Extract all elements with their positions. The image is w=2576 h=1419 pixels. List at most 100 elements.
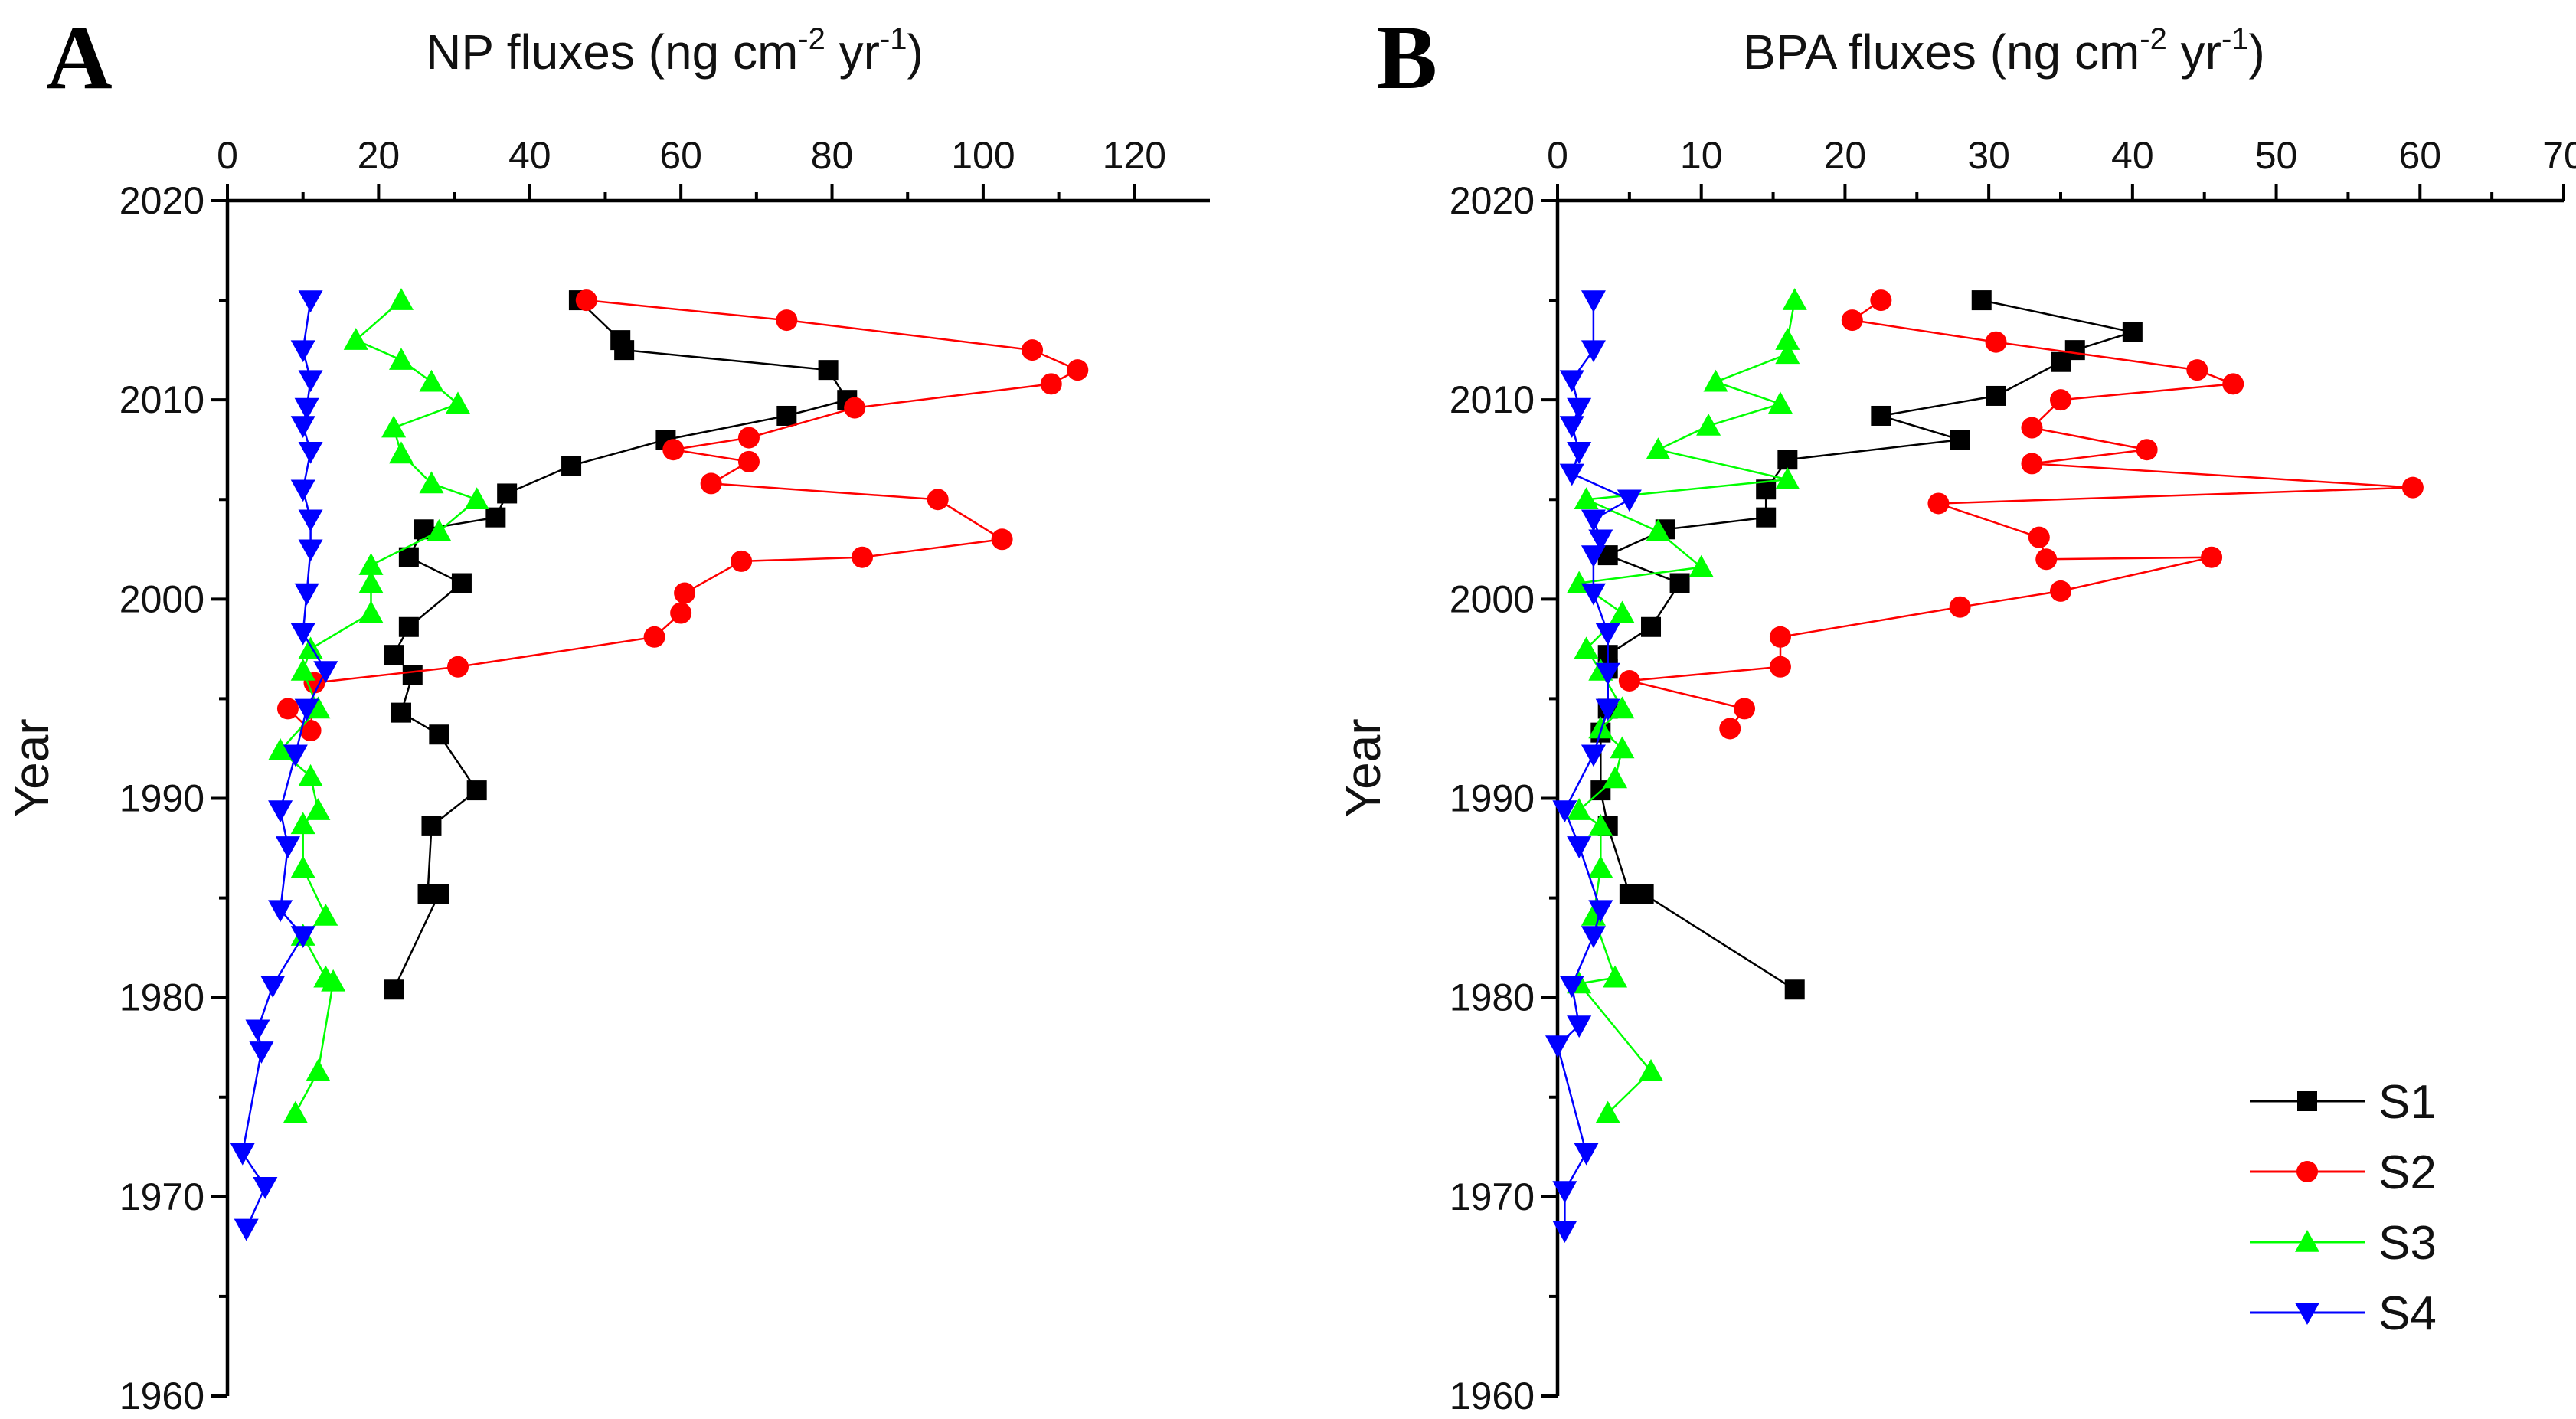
data-point xyxy=(388,348,414,370)
data-point xyxy=(614,340,635,361)
data-point xyxy=(2186,359,2208,381)
y-tick-label: 1960 xyxy=(1450,1375,1535,1417)
panel-a: A NP fluxes (ng cm-2 yr-1) Year 0 20 40 60 8… xyxy=(4,6,1210,1417)
data-point xyxy=(1022,339,1044,361)
data-point xyxy=(290,658,315,681)
data-point xyxy=(1767,391,1793,414)
data-point xyxy=(2028,526,2050,548)
y-tick-label: 2000 xyxy=(119,577,204,620)
data-point xyxy=(451,573,472,593)
legend-marker xyxy=(2295,1230,2319,1252)
data-point xyxy=(1669,573,1690,593)
data-point xyxy=(1559,370,1584,393)
data-point xyxy=(1595,698,1620,721)
data-point xyxy=(427,518,452,541)
data-point xyxy=(1603,766,1628,789)
data-point xyxy=(447,656,469,678)
data-point xyxy=(290,812,315,835)
data-point xyxy=(464,487,489,510)
data-point xyxy=(1784,979,1805,1000)
data-point xyxy=(294,698,319,721)
data-point xyxy=(643,626,665,648)
data-point xyxy=(419,471,444,494)
data-point xyxy=(2222,373,2244,395)
data-point xyxy=(421,816,442,836)
data-point xyxy=(1618,670,1640,692)
data-point xyxy=(313,903,338,926)
data-point xyxy=(298,763,323,786)
data-point xyxy=(306,1058,331,1081)
data-point xyxy=(776,405,797,426)
data-point xyxy=(1581,290,1606,313)
data-point xyxy=(294,397,319,420)
legend-marker xyxy=(2295,1303,2319,1325)
data-point xyxy=(1559,416,1584,438)
x-tick-label: 80 xyxy=(811,134,854,177)
legend: S1 S2 S3 S4 xyxy=(2250,1076,2437,1340)
data-point xyxy=(1633,884,1654,904)
data-point xyxy=(1769,656,1791,678)
data-point xyxy=(662,439,685,461)
data-point xyxy=(1567,836,1592,858)
data-point xyxy=(1703,369,1728,392)
data-point xyxy=(1610,696,1635,719)
data-point xyxy=(844,397,866,419)
data-point xyxy=(290,340,315,363)
data-point xyxy=(298,290,323,313)
y-tick-label: 1970 xyxy=(119,1175,204,1218)
data-point xyxy=(275,836,300,858)
data-point xyxy=(1581,744,1606,767)
data-point xyxy=(731,550,753,572)
x-tick-label: 20 xyxy=(1824,134,1867,177)
data-point xyxy=(1581,545,1606,568)
data-point xyxy=(260,976,286,999)
data-point xyxy=(2201,546,2223,568)
data-point xyxy=(1610,600,1635,623)
data-point xyxy=(234,1218,259,1241)
data-point xyxy=(290,479,315,502)
data-point xyxy=(391,702,411,723)
data-point xyxy=(1567,397,1592,420)
x-tick-label: 60 xyxy=(2398,134,2441,177)
y-axis-title: Year xyxy=(1335,718,1391,817)
data-point xyxy=(419,369,444,392)
data-point xyxy=(306,798,331,820)
y-tick-label: 2000 xyxy=(1450,577,1535,620)
data-point xyxy=(2136,439,2158,461)
data-point xyxy=(1574,1143,1599,1166)
data-point xyxy=(1971,290,1992,311)
series-s4 xyxy=(230,290,338,1241)
data-point xyxy=(268,900,293,923)
x-tick-label: 40 xyxy=(2111,134,2154,177)
data-point xyxy=(298,636,323,659)
data-point xyxy=(1581,509,1606,532)
data-point xyxy=(384,645,404,665)
data-point xyxy=(299,720,322,742)
data-point xyxy=(245,1019,270,1042)
x-axis-title: NP fluxes (ng cm-2 yr-1) xyxy=(426,22,924,80)
data-point xyxy=(737,450,760,472)
y-axis-title: Year xyxy=(4,718,59,817)
data-point xyxy=(1552,1181,1577,1204)
data-point xyxy=(1574,636,1599,659)
data-point xyxy=(398,616,419,637)
data-point xyxy=(358,553,384,575)
data-point xyxy=(1588,900,1613,923)
data-point xyxy=(1581,340,1606,363)
data-point xyxy=(1985,331,2007,353)
data-point xyxy=(253,1177,278,1199)
data-point xyxy=(1581,583,1606,606)
x-tick-label: 30 xyxy=(1967,134,2010,177)
x-tick-label: 50 xyxy=(2255,134,2298,177)
data-point xyxy=(1870,289,1892,312)
y-tick-label: 2010 xyxy=(1450,378,1535,421)
data-point xyxy=(384,979,404,1000)
y-tick-label: 2010 xyxy=(119,378,204,421)
data-point xyxy=(1769,626,1791,648)
data-point xyxy=(1719,718,1741,740)
data-point xyxy=(2021,453,2043,475)
data-point xyxy=(1595,662,1620,685)
x-tick-label: 20 xyxy=(358,134,400,177)
x-tick-label: 0 xyxy=(1547,134,1568,177)
